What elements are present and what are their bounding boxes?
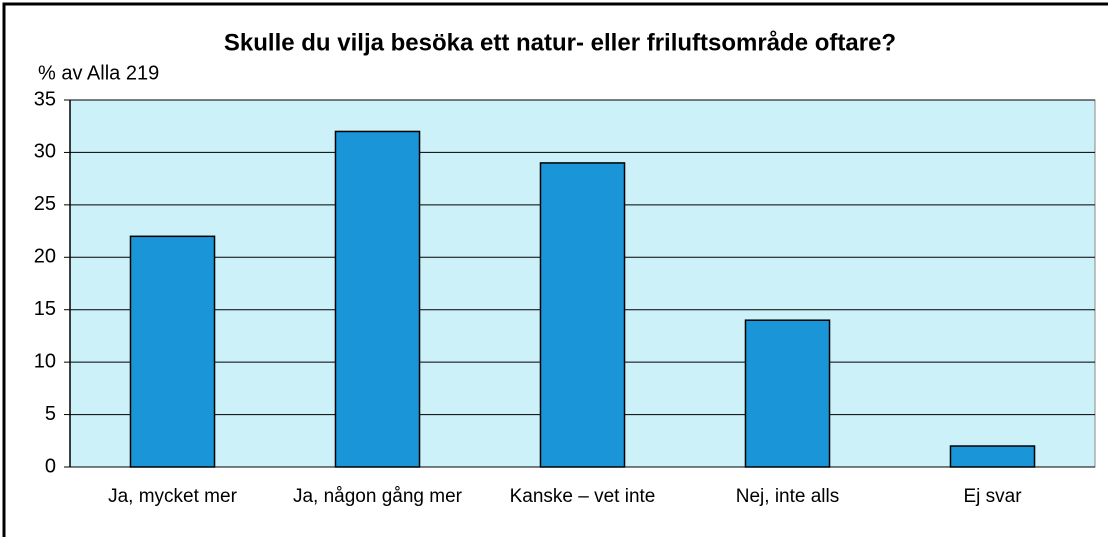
x-tick-label: Ja, någon gång mer: [292, 486, 462, 507]
bar: [129, 235, 216, 468]
chart-title: Skulle du vilja besöka ett natur- eller …: [224, 29, 896, 56]
bar: [539, 162, 626, 468]
y-tick-label: 5: [45, 403, 56, 425]
x-tick-label: Ej svar: [963, 486, 1022, 507]
y-tick-label: 20: [34, 246, 56, 268]
y-tick-label: 25: [34, 193, 56, 215]
x-tick-label: Kanske – vet inte: [509, 486, 656, 507]
y-tick-label: 10: [34, 350, 56, 372]
bar: [949, 445, 1036, 468]
bar: [334, 130, 421, 468]
y-axis-label: % av Alla 219: [38, 62, 159, 84]
bar: [744, 319, 831, 468]
x-tick-label: Nej, inte alls: [735, 486, 840, 507]
y-tick-label: 15: [34, 298, 56, 320]
y-tick-label: 0: [45, 455, 56, 477]
y-tick-label: 35: [34, 88, 56, 110]
y-tick-label: 30: [34, 141, 56, 163]
x-tick-label: Ja, mycket mer: [108, 486, 237, 507]
